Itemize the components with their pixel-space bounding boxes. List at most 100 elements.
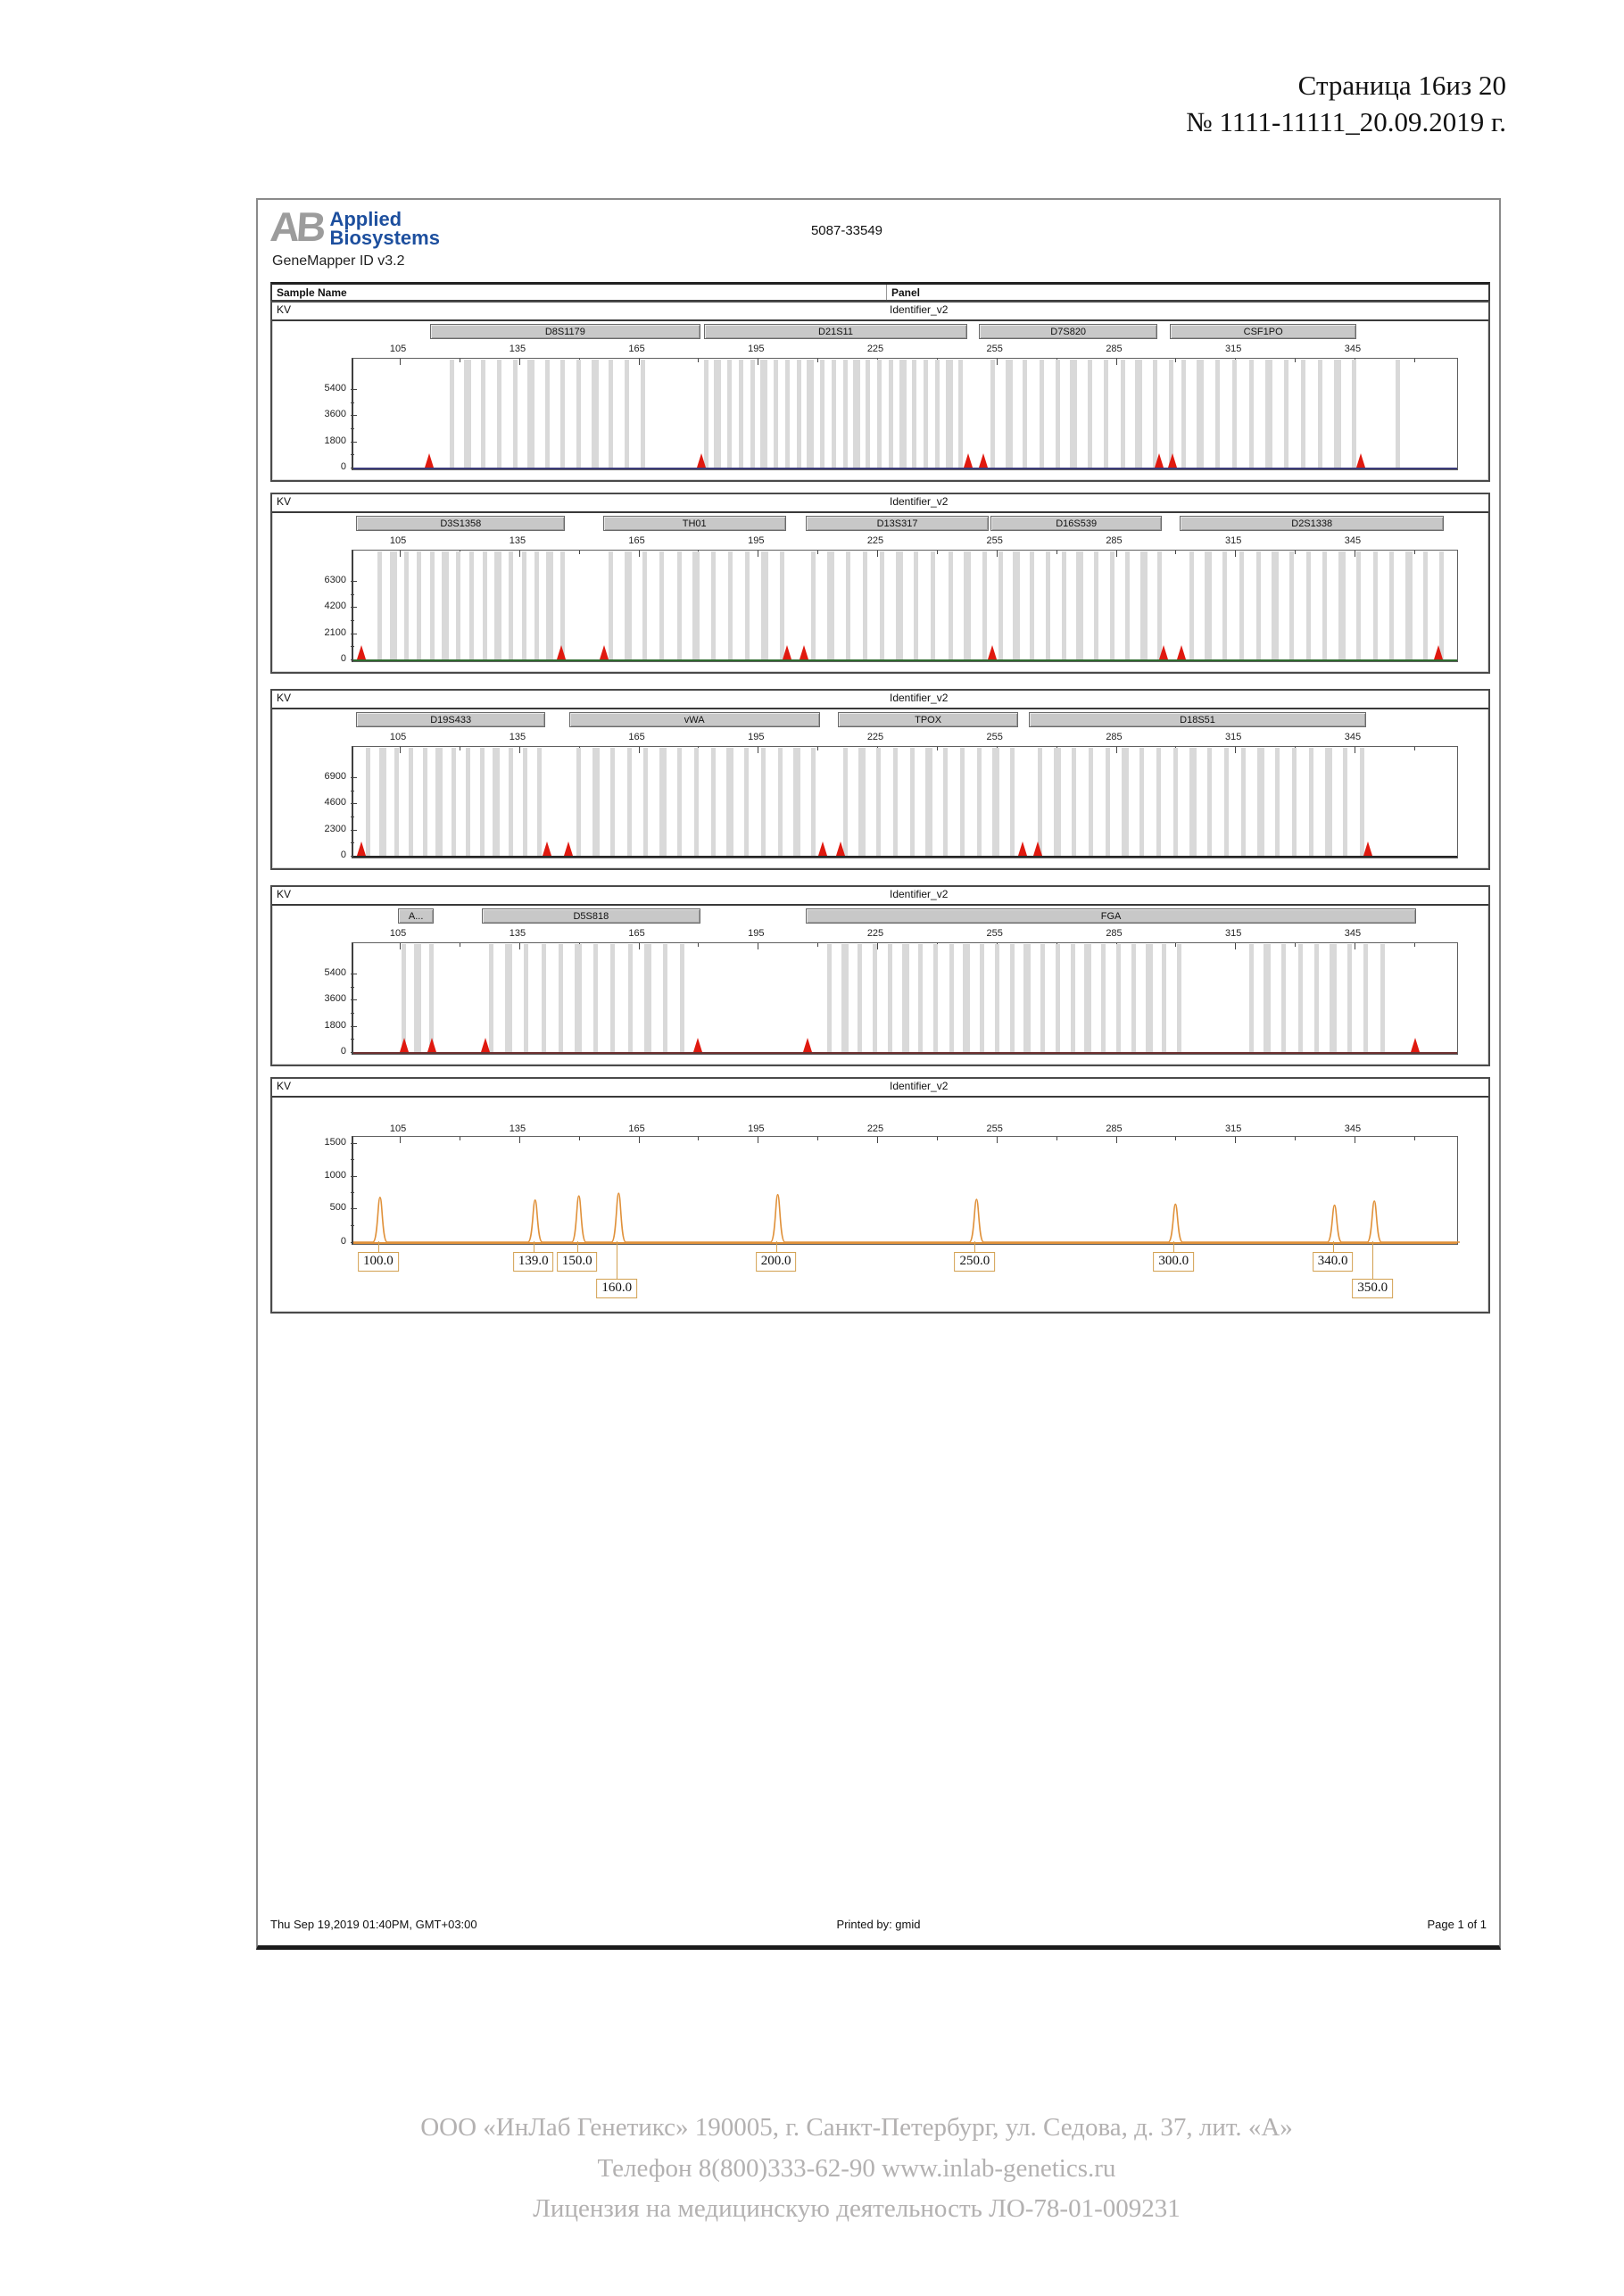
allele-bin-bar [877, 360, 882, 468]
allele-bin-bar [591, 360, 599, 468]
allele-bin-bar [482, 551, 487, 659]
y-axis-label: 1500 [324, 1137, 346, 1148]
trace-baseline [353, 468, 1457, 469]
allele-bin-bar [479, 748, 485, 856]
allele-bin-bar [1089, 748, 1094, 856]
allele-bin-bar [1396, 360, 1401, 468]
leader-line [1372, 1241, 1374, 1279]
offscale-triangle-icon [1017, 841, 1027, 856]
y-tick-mark [351, 607, 357, 609]
allele-bin-bar [1106, 748, 1111, 856]
y-minor-tick [351, 842, 354, 844]
allele-bin-bar [979, 944, 984, 1052]
x-tick-mark [1295, 1137, 1296, 1140]
x-tick-label: 165 [628, 344, 645, 354]
allele-bin-bar [760, 360, 768, 468]
allele-bin-bar [1265, 360, 1273, 468]
x-tick-mark [1175, 943, 1177, 947]
allele-bin-bar [1070, 944, 1075, 1052]
y-tick-mark [351, 829, 357, 831]
panel-value: Identifier_v2 [890, 495, 949, 508]
allele-bin-bar [1329, 944, 1337, 1052]
allele-bin-bar [958, 360, 964, 468]
allele-bin-bar [1093, 551, 1098, 659]
lab-phone-line: Телефон 8(800)333-62-90 www.inlab-geneti… [597, 2153, 1116, 2183]
allele-bin-bar [1264, 944, 1272, 1052]
marker-label-d5s818: D5S818 [481, 908, 700, 924]
lab-footer: ООО «ИнЛаб Генетикс» 190005, г. Санкт-Пе… [89, 2108, 1624, 2230]
x-tick-mark [1295, 359, 1296, 362]
allele-bin-bar [1104, 360, 1109, 468]
plot-area [351, 358, 1458, 470]
allele-bin-bar [998, 551, 1003, 659]
allele-bin-bar [858, 944, 863, 1052]
y-axis-label: 3600 [324, 993, 346, 1005]
size-standard-panel: KV Identifier_v2 105 135 165 195 225 255 285 31… [270, 1077, 1490, 1314]
allele-bin-bar [659, 551, 665, 659]
x-tick-label: 195 [748, 535, 765, 546]
allele-bin-bar [1422, 551, 1428, 659]
allele-bin-bar [1157, 551, 1162, 659]
allele-bin-bar [811, 551, 816, 659]
y-minor-tick [351, 816, 354, 818]
allele-bin-bar [676, 551, 682, 659]
trace-baseline [353, 856, 1457, 858]
marker-label-vwa: vWA [568, 712, 820, 727]
offscale-triangle-icon [357, 841, 367, 856]
allele-bin-bar [888, 944, 893, 1052]
allele-bin-bar [429, 551, 435, 659]
y-minor-tick [351, 620, 354, 622]
allele-bin-bar [889, 360, 894, 468]
trace-baseline [353, 1242, 1457, 1244]
allele-bin-bar [627, 944, 633, 1052]
allele-bin-bar [1072, 748, 1077, 856]
allele-bin-bar [959, 748, 965, 856]
x-tick-mark [1413, 551, 1415, 554]
peak-size-label: 340.0 [1312, 1252, 1354, 1272]
offscale-triangle-icon [783, 645, 792, 659]
allele-bin-bar [1039, 360, 1044, 468]
allele-bin-bar [626, 748, 632, 856]
allele-bin-bar [521, 551, 526, 659]
allele-bin-bar [914, 551, 919, 659]
sample-row: KV Identifier_v2 [272, 494, 1488, 513]
allele-bin-bar [1010, 748, 1015, 856]
x-tick-label: 285 [1106, 732, 1123, 742]
marker-label-d19s433: D19S433 [356, 712, 545, 727]
allele-bin-bar [738, 360, 743, 468]
x-tick-mark [1175, 359, 1177, 362]
x-tick-mark [518, 1137, 520, 1143]
allele-bin-bar [1145, 944, 1153, 1052]
printed-by: Printed by: gmid [836, 1918, 921, 1931]
allele-bin-bar [1322, 551, 1328, 659]
allele-bin-bar [777, 748, 783, 856]
allele-bin-bar [982, 551, 987, 659]
x-tick-mark [400, 359, 402, 365]
offscale-triangle-icon [799, 645, 808, 659]
y-axis-label: 0 [340, 461, 346, 472]
allele-bin-bar [576, 748, 582, 856]
allele-bin-bar [497, 360, 502, 468]
allele-bin-bar [963, 944, 970, 1052]
allele-bin-bar [541, 944, 546, 1052]
allele-bin-bar [659, 748, 667, 856]
allele-bin-bar [945, 360, 953, 468]
allele-bin-bar [1088, 360, 1093, 468]
y-tick-mark [351, 803, 357, 805]
sample-name-value: KV [277, 888, 292, 900]
x-tick-mark [518, 359, 520, 365]
sample-row: KV Identifier_v2 [272, 1079, 1488, 1098]
allele-bin-bar [640, 360, 645, 468]
x-tick-mark [400, 747, 402, 753]
allele-bin-bar [527, 360, 535, 468]
marker-label-csf1po: CSF1PO [1169, 324, 1357, 339]
allele-bin-bar [643, 748, 649, 856]
x-tick-mark [1115, 747, 1117, 753]
ab-logo-text: Applied Biosystems [329, 210, 440, 248]
page-count: Page 1 of 1 [1427, 1918, 1487, 1931]
allele-bin-bar [710, 551, 716, 659]
peak-size-label: 160.0 [596, 1279, 638, 1298]
x-tick-mark [1413, 359, 1415, 362]
sample-row: KV Identifier_v2 [272, 887, 1488, 906]
allele-bin-bar [559, 944, 563, 1052]
